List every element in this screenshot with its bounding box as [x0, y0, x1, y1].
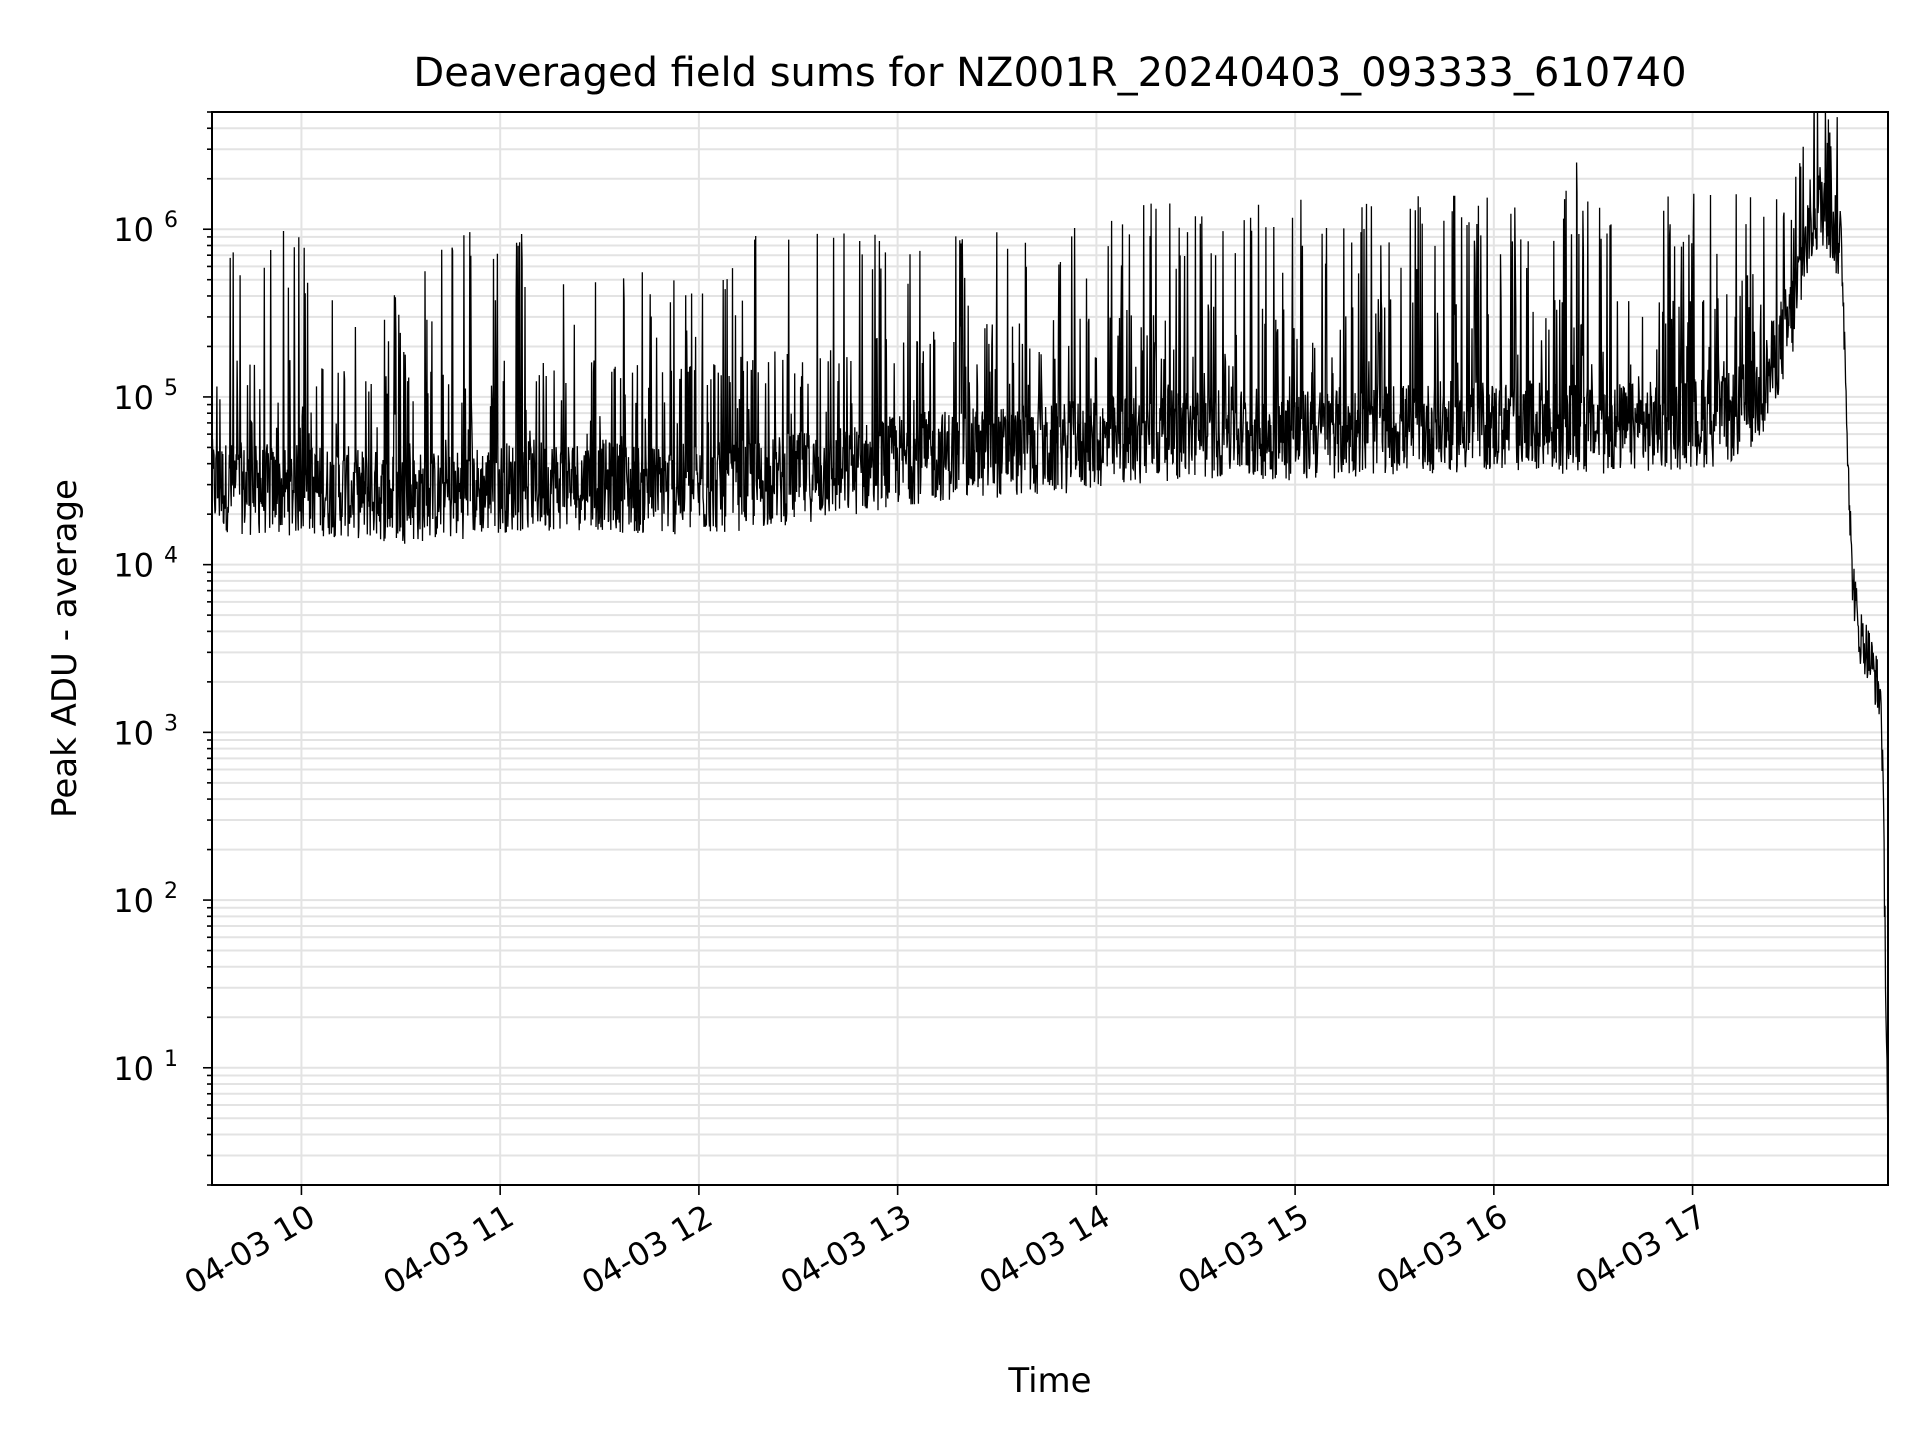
y-tick-label: 10 [113, 547, 154, 585]
y-tick-label: 10 [113, 882, 154, 920]
y-tick-base: 10 [113, 882, 154, 920]
y-tick-base: 10 [113, 379, 154, 417]
y-tick-exponent: 1 [164, 1047, 178, 1072]
series-line [212, 112, 1888, 1139]
y-tick-label: 10 [113, 211, 154, 249]
y-tick-base: 10 [113, 1050, 154, 1088]
y-tick-base: 10 [113, 714, 154, 752]
y-tick-exponent: 2 [164, 879, 178, 904]
y-tick-label: 10 [113, 714, 154, 752]
y-tick-label: 10 [113, 379, 154, 417]
y-tick-exponent: 4 [164, 544, 178, 569]
y-tick-label: 10 [113, 1050, 154, 1088]
plot-area [212, 112, 1888, 1139]
y-tick-base: 10 [113, 211, 154, 249]
y-axis-label: Peak ADU - average [45, 479, 85, 818]
y-tick-exponent: 3 [164, 711, 178, 736]
plot-frame [211, 111, 1889, 1186]
x-axis-label: Time [1007, 1361, 1091, 1401]
y-tick-exponent: 6 [164, 208, 178, 233]
y-tick-exponent: 5 [164, 376, 178, 401]
chart-title: Deaveraged field sums for NZ001R_2024040… [413, 50, 1686, 96]
y-tick-base: 10 [113, 547, 154, 585]
